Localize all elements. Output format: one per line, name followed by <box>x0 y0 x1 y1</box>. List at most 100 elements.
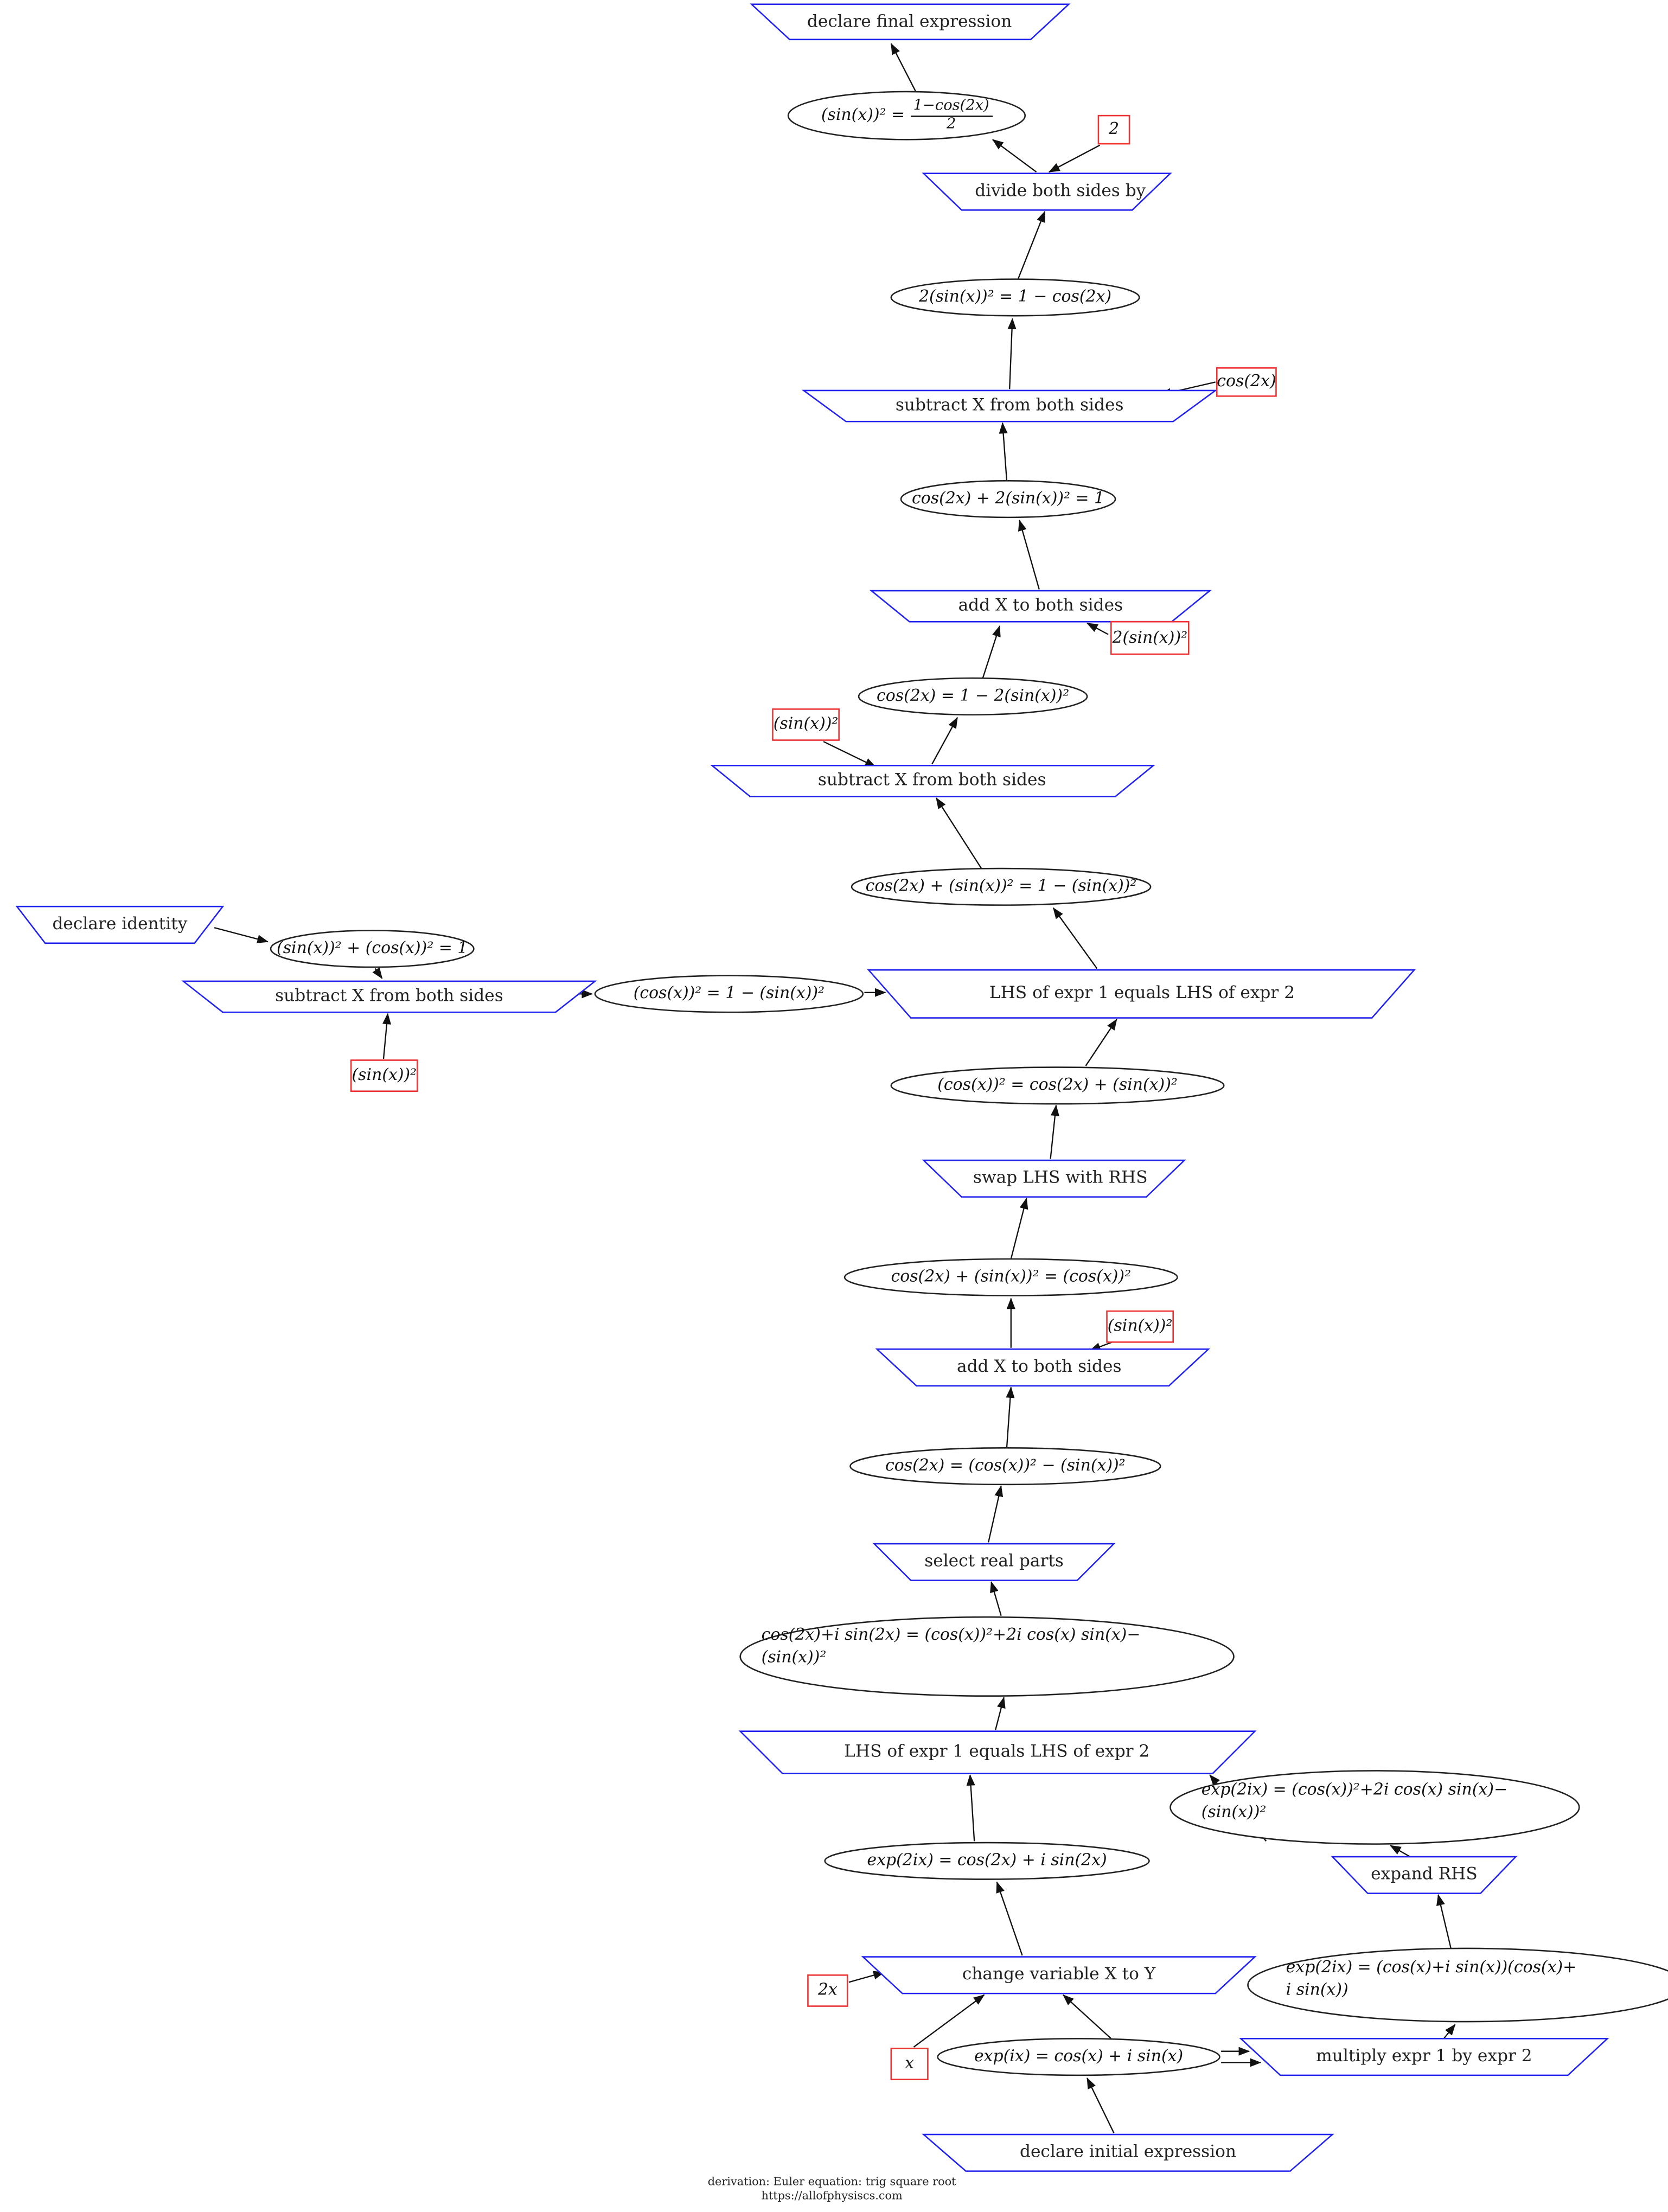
feed-two-sin-squared-shape <box>1110 621 1190 655</box>
expr-cos2x-diff-shape <box>849 1447 1161 1486</box>
expr-cos-sq-eq-cos2x: (cos(x))² = cos(2x) + (sin(x))² <box>937 1075 1178 1095</box>
expr-exp-product-line2: i sin(x)) <box>1286 1978 1349 1999</box>
expr-exp-expanded: exp(2ix) = (cos(x))²+2i cos(x) sin(x)− (… <box>1202 1779 1554 1838</box>
caption: derivation: Euler equation: trig square … <box>674 2175 990 2204</box>
edge <box>1007 318 1017 389</box>
op-swap-shape <box>922 1159 1186 1198</box>
expr-euler: exp(ix) = cos(x) + i sin(x) <box>974 2046 1184 2066</box>
edge <box>988 1485 1004 1543</box>
op-select-real: select real parts <box>924 1551 1064 1571</box>
expr-exp-2ix-shape <box>824 1842 1150 1880</box>
edge <box>992 139 1037 173</box>
caption-line1: derivation: Euler equation: trig square … <box>707 2175 956 2188</box>
edge <box>1018 519 1040 590</box>
op-subtract-a-shape <box>801 389 1218 423</box>
feed-sin-squared-left: (sin(x))² <box>352 1065 417 1085</box>
edge <box>1062 1994 1112 2040</box>
edge <box>823 741 877 768</box>
feed-cos2x-shape <box>1216 367 1277 397</box>
feed-x-shape <box>890 2048 929 2080</box>
edge <box>995 1697 1006 1730</box>
edge <box>890 43 917 94</box>
feed-two-x-shape <box>807 1974 848 2007</box>
edge <box>990 1581 1002 1616</box>
op-lhs-equals-b: LHS of expr 1 equals LHS of expr 2 <box>844 1741 1150 1761</box>
edge <box>1010 1197 1028 1260</box>
op-subtract-a: subtract X from both sides <box>895 394 1124 415</box>
op-change-variable-shape <box>861 1956 1257 1994</box>
expr-euler-real: cos(2x)+i sin(2x) = (cos(x))²+2i cos(x) … <box>762 1624 1220 1686</box>
feed-two: 2 <box>1108 119 1120 139</box>
expr-cos-plus-two-sin-sq: cos(2x) + 2(sin(x))² = 1 <box>911 488 1105 508</box>
op-lhs-equals-a: LHS of expr 1 equals LHS of expr 2 <box>989 982 1295 1003</box>
expr-exp-expanded-line2: (sin(x))² <box>1201 1801 1267 1821</box>
expr-two-sin-sq-shape <box>890 278 1140 317</box>
edge <box>1087 2077 1115 2133</box>
expr-final-frac: (sin(x))² = 1−cos(2x) 2 <box>802 90 1011 141</box>
op-subtract-b-shape <box>710 765 1155 797</box>
op-declare-initial: declare initial expression <box>1019 2141 1237 2162</box>
op-add-a: add X to both sides <box>958 595 1123 615</box>
expr-cos-sq-eq: (cos(x))² = 1 − (sin(x))² <box>633 983 825 1003</box>
expr-cos-eq-one-minus-shape <box>858 677 1088 716</box>
edge <box>999 422 1008 481</box>
op-subtract-b: subtract X from both sides <box>817 770 1046 790</box>
expr-exp-product: exp(2ix) = (cos(x)+i sin(x))(cos(x)+ i s… <box>1286 1957 1653 2016</box>
edge <box>996 1881 1023 1956</box>
fraction-denominator: 2 <box>947 114 956 132</box>
edge <box>1048 144 1101 173</box>
expr-exp-product-line1: exp(2ix) = (cos(x)+i sin(x))(cos(x)+ <box>1286 1957 1577 1977</box>
expr-exp-expanded-shape <box>1169 1770 1580 1845</box>
edge <box>1086 622 1109 635</box>
expr-final-frac-lhs: (sin(x))² = <box>821 105 905 125</box>
edge <box>982 625 1001 679</box>
feed-sin-squared-a: (sin(x))² <box>773 714 839 734</box>
op-declare-identity-shape <box>15 905 225 944</box>
expr-identity: (sin(x))² + (cos(x))² = 1 <box>277 938 468 958</box>
expr-identity-shape <box>270 930 475 968</box>
feed-sin-squared-left-shape <box>350 1059 418 1092</box>
edge <box>372 967 383 979</box>
op-multiply: multiply expr 1 by expr 2 <box>1316 2045 1532 2066</box>
expr-exp-2ix: exp(2ix) = cos(2x) + i sin(2x) <box>867 1850 1107 1870</box>
op-add-b: add X to both sides <box>956 1356 1122 1376</box>
expr-cos-sq-eq-cos2x-shape <box>890 1066 1225 1105</box>
expr-cos2x-diff: cos(2x) = (cos(x))² − (sin(x))² <box>885 1455 1126 1475</box>
expr-euler-real-shape <box>739 1616 1235 1697</box>
feed-shapes <box>350 114 1277 2080</box>
op-multiply-shape <box>1239 2037 1609 2076</box>
edge <box>966 1774 975 1842</box>
expr-euler-real-line2: (sin(x))² <box>761 1646 827 1666</box>
expr-cos-sq-eq-shape <box>594 975 864 1013</box>
expr-two-sin-sq: 2(sin(x))² = 1 − cos(2x) <box>918 286 1112 307</box>
edge <box>936 797 982 869</box>
op-declare-final-expression: declare final expression <box>807 10 1012 31</box>
op-change-variable: change variable X to Y <box>962 1964 1156 1984</box>
op-divide-both-sides: divide both sides by <box>975 180 1146 201</box>
expr-cos-plus-sin-sq-shape <box>851 867 1152 906</box>
edge <box>1006 1386 1015 1448</box>
op-lhs-equals-b-shape <box>738 1730 1257 1774</box>
edge <box>931 717 958 765</box>
expr-euler-real-line1: cos(2x)+i sin(2x) = (cos(x))²+2i cos(x) … <box>761 1624 1141 1644</box>
feed-cos2x: cos(2x) <box>1217 371 1276 391</box>
op-declare-identity: declare identity <box>52 913 188 934</box>
expr-euler-shape <box>937 2037 1220 2076</box>
op-declare-initial-shape <box>922 2133 1334 2172</box>
op-add-b-shape <box>875 1348 1210 1387</box>
expression-shapes <box>270 91 1668 2076</box>
feed-sin-squared-b: (sin(x))² <box>1107 1315 1173 1336</box>
op-expand-rhs-shape <box>1331 1856 1518 1894</box>
edge <box>1050 1104 1059 1159</box>
expr-cos-eq-one-minus: cos(2x) = 1 − 2(sin(x))² <box>877 686 1070 706</box>
expr-cos2x-plus-sin-sq: cos(2x) + (sin(x))² = (cos(x))² <box>891 1267 1132 1287</box>
op-swap: swap LHS with RHS <box>973 1167 1148 1187</box>
edge <box>214 927 269 944</box>
expr-final-frac-shape <box>787 91 1026 140</box>
expr-exp-product-shape <box>1247 1947 1668 2023</box>
feed-two-x: 2x <box>817 1980 838 2000</box>
caption-line2: https://allofphysiscs.com <box>761 2190 903 2203</box>
expr-cos2x-plus-sin-sq-shape <box>843 1258 1178 1296</box>
